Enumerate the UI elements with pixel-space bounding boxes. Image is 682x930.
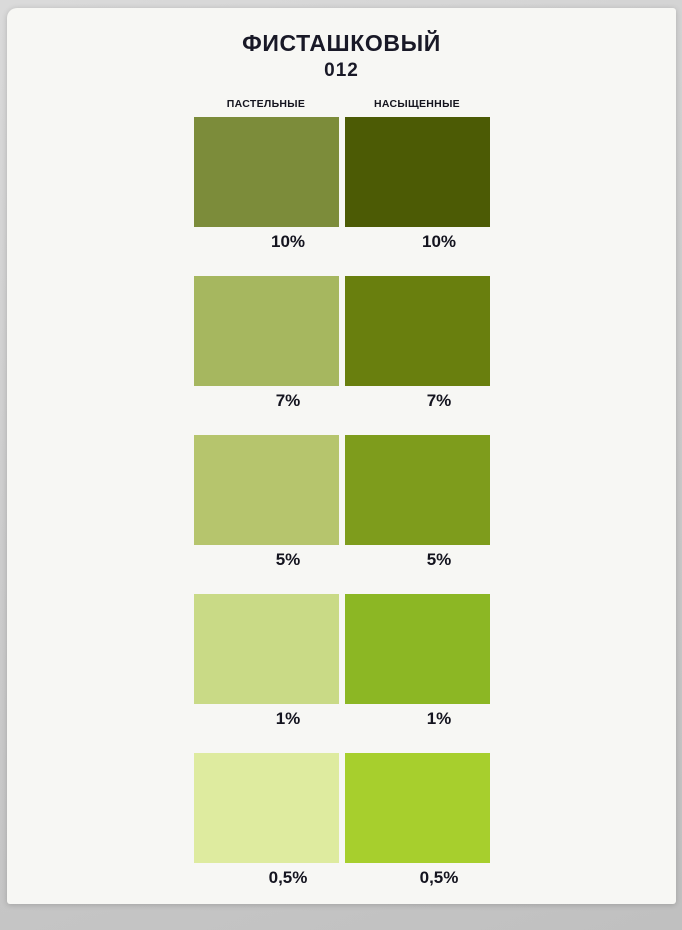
pastel-cell: 0,5% bbox=[193, 753, 339, 888]
pastel-percent-label: 1% bbox=[275, 709, 301, 728]
pastel-swatch bbox=[193, 276, 339, 386]
saturated-cell: 7% bbox=[344, 276, 490, 411]
color-card: ФИСТАШКОВЫЙ 012 ПАСТЕЛЬНЫЕ НАСЫЩЕННЫЕ 10… bbox=[7, 8, 676, 904]
saturated-cell: 0,5% bbox=[344, 753, 490, 888]
saturated-percent-label: 10% bbox=[421, 232, 457, 251]
saturated-swatch bbox=[344, 753, 490, 863]
column-header-pastel: ПАСТЕЛЬНЫЕ bbox=[226, 98, 306, 110]
swatch-row: 1% 1% bbox=[193, 594, 490, 729]
pastel-swatch bbox=[193, 594, 339, 704]
pastel-cell: 5% bbox=[193, 435, 339, 570]
saturated-percent-label: 5% bbox=[426, 550, 452, 569]
pastel-percent-label: 5% bbox=[275, 550, 301, 569]
saturated-cell: 10% bbox=[344, 117, 490, 252]
swatch-grid: ПАСТЕЛЬНЫЕ НАСЫЩЕННЫЕ 10% 10% 7% bbox=[193, 98, 490, 888]
page-title: ФИСТАШКОВЫЙ bbox=[242, 30, 441, 56]
pastel-cell: 7% bbox=[193, 276, 339, 411]
saturated-cell: 1% bbox=[344, 594, 490, 729]
swatch-row: 10% 10% bbox=[193, 117, 490, 252]
pastel-swatch bbox=[193, 117, 339, 227]
saturated-swatch bbox=[344, 435, 490, 545]
pastel-swatch bbox=[193, 753, 339, 863]
pastel-percent-label: 0,5% bbox=[268, 868, 308, 887]
color-code: 012 bbox=[324, 60, 359, 81]
pastel-cell: 10% bbox=[193, 117, 339, 252]
saturated-percent-label: 1% bbox=[426, 709, 452, 728]
saturated-swatch bbox=[344, 594, 490, 704]
pastel-percent-label: 7% bbox=[275, 391, 301, 410]
pastel-percent-label: 10% bbox=[270, 232, 306, 251]
swatch-row: 7% 7% bbox=[193, 276, 490, 411]
pastel-cell: 1% bbox=[193, 594, 339, 729]
saturated-swatch bbox=[344, 117, 490, 227]
pastel-swatch bbox=[193, 435, 339, 545]
column-header-saturated: НАСЫЩЕННЫЕ bbox=[374, 98, 460, 110]
swatch-row: 0,5% 0,5% bbox=[193, 753, 490, 888]
column-headers: ПАСТЕЛЬНЫЕ НАСЫЩЕННЫЕ bbox=[194, 98, 490, 110]
saturated-swatch bbox=[344, 276, 490, 386]
saturated-percent-label: 0,5% bbox=[419, 868, 459, 887]
saturated-cell: 5% bbox=[344, 435, 490, 570]
swatch-row: 5% 5% bbox=[193, 435, 490, 570]
saturated-percent-label: 7% bbox=[426, 391, 452, 410]
